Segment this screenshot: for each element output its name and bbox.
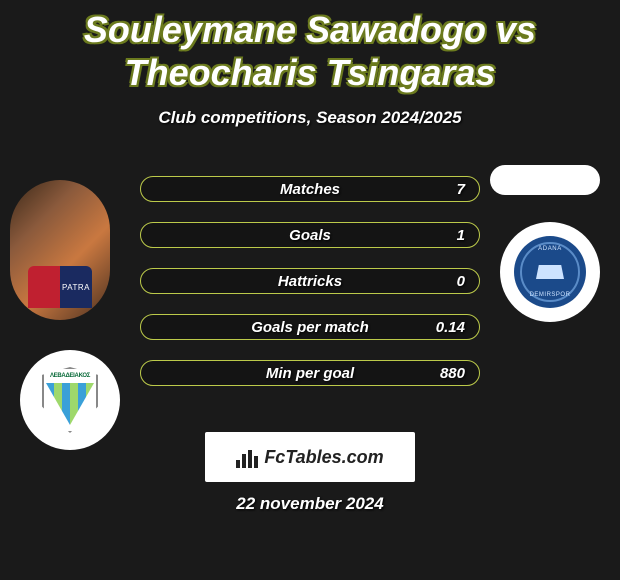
club-boat-mast [548, 251, 551, 265]
club-inner-right: ADANA DEMIRSPOR [514, 236, 586, 308]
page-title: Souleymane Sawadogo vs Theocharis Tsinga… [0, 0, 620, 94]
stat-row: Hattricks 0 [140, 268, 480, 294]
season-subtitle: Club competitions, Season 2024/2025 [0, 108, 620, 128]
club-badge-right: ADANA DEMIRSPOR [500, 222, 600, 322]
brand-bar [242, 454, 246, 468]
player-photo-right-placeholder [490, 165, 600, 195]
club-name-left: ΛΕΒΑΔΕΙΑΚΟΣ [50, 373, 90, 379]
stat-value: 7 [457, 181, 465, 198]
brand-chart-icon [236, 446, 258, 468]
stat-label: Hattricks [278, 273, 342, 290]
player-photo-left: PATRA [10, 180, 110, 320]
brand-text: FcTables.com [264, 447, 383, 468]
date-label: 22 november 2024 [0, 494, 620, 514]
stat-label: Goals [289, 227, 331, 244]
club-badge-left: ΛΕΒΑΔΕΙΑΚΟΣ [20, 350, 120, 450]
club-shield-left: ΛΕΒΑΔΕΙΑΚΟΣ [42, 367, 98, 433]
stat-label: Min per goal [266, 365, 354, 382]
stat-label: Goals per match [251, 319, 369, 336]
stat-value: 1 [457, 227, 465, 244]
club-ring-top: ADANA [538, 246, 562, 252]
club-stripes-left [46, 383, 94, 425]
stat-row: Goals 1 [140, 222, 480, 248]
club-ring-bottom: DEMIRSPOR [530, 292, 571, 298]
stat-row: Matches 7 [140, 176, 480, 202]
club-boat-icon [536, 265, 564, 279]
brand-bar [236, 460, 240, 468]
jersey-sponsor-text: PATRA [62, 283, 90, 292]
stat-value: 880 [440, 365, 465, 382]
stat-label: Matches [280, 181, 340, 198]
stat-value: 0 [457, 273, 465, 290]
stat-row: Min per goal 880 [140, 360, 480, 386]
brand-badge[interactable]: FcTables.com [205, 432, 415, 482]
stat-row: Goals per match 0.14 [140, 314, 480, 340]
brand-bar [254, 456, 258, 468]
brand-bar [248, 450, 252, 468]
stat-value: 0.14 [436, 319, 465, 336]
